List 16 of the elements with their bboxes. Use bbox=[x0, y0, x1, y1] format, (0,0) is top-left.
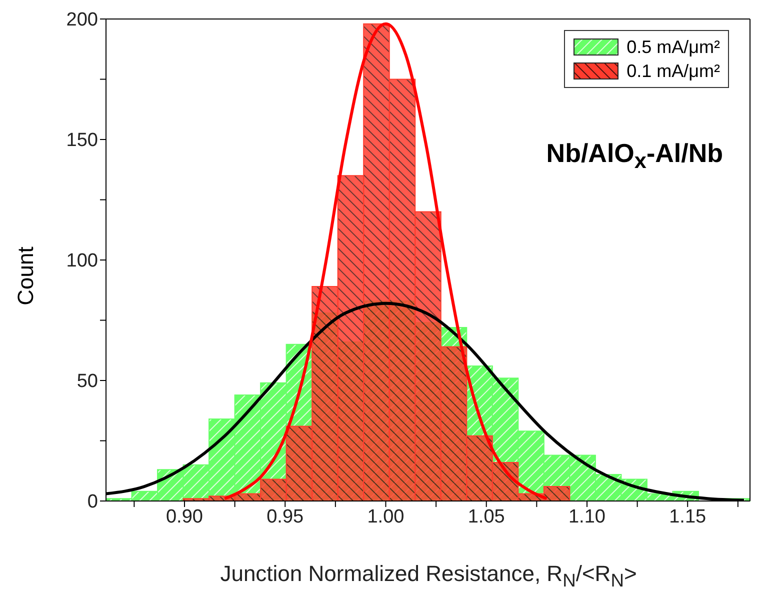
x-tick-label: 0.95 bbox=[266, 506, 304, 528]
x-tick-label: 1.00 bbox=[367, 506, 404, 528]
y-axis-title: Count bbox=[13, 246, 38, 305]
legend-label: 0.5 mA/μm² bbox=[626, 36, 720, 59]
y-tick-label: 100 bbox=[66, 250, 98, 272]
x-tick-label: 0.90 bbox=[166, 506, 203, 528]
legend-label: 0.1 mA/μm² bbox=[626, 60, 720, 83]
x-axis-title: Junction Normalized Resistance, R$_{N}$/<R$_{N}$> bbox=[220, 560, 637, 590]
x-tick-label: 1.15 bbox=[669, 506, 706, 528]
y-tick-label: 150 bbox=[66, 130, 98, 152]
annotation: Nb/AlO$_{x}$-Al/Nb bbox=[546, 138, 723, 174]
y-tick-label: 50 bbox=[76, 371, 98, 392]
y-tick-label: 200 bbox=[66, 10, 98, 31]
y-tick-label: 0 bbox=[87, 492, 98, 513]
x-tick-label: 1.10 bbox=[568, 506, 606, 528]
x-tick-label: 1.05 bbox=[468, 506, 505, 528]
